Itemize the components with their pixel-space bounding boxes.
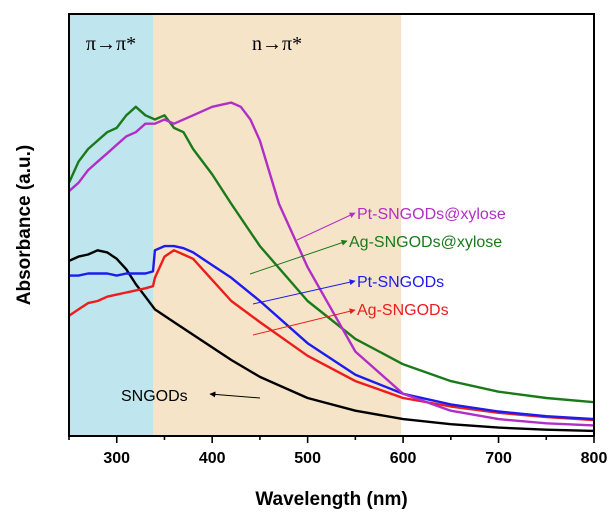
label-arrows <box>209 212 356 399</box>
x-tick-label: 700 <box>485 450 512 467</box>
region-label-1: n→π* <box>252 33 302 55</box>
label-arrow-0 <box>209 391 261 399</box>
region-band-1 <box>153 14 402 436</box>
series-label-1: Ag-SNGODs <box>357 302 449 319</box>
y-axis-label: Absorbance (a.u.) <box>14 145 35 305</box>
x-tick-label: 600 <box>390 450 417 467</box>
series-label-2: Pt-SNGODs <box>357 274 444 291</box>
series-line-0 <box>68 249 595 433</box>
x-tick-label: 300 <box>103 450 130 467</box>
series-label-0: SNGODs <box>121 388 188 405</box>
x-tick-label: 400 <box>199 450 226 467</box>
region-labels: π→π* n→π* <box>86 33 302 55</box>
region-bands <box>69 14 402 436</box>
series-labels: SNGODs Ag-SNGODs Pt-SNGODs Ag-SNGODs@xylose… <box>121 206 506 405</box>
x-tick-label: 800 <box>581 450 608 467</box>
x-axis-label: Wavelength (nm) <box>255 489 407 510</box>
region-band-0 <box>69 14 153 436</box>
label-arrow-1 <box>252 308 356 336</box>
label-arrow-4 <box>296 212 356 241</box>
plot-frame <box>68 13 595 437</box>
x-axis-ticks: 300 400 500 600 700 800 <box>68 436 608 467</box>
series-label-4: Pt-SNGODs@xylose <box>357 206 506 223</box>
label-arrow-3 <box>249 239 348 275</box>
region-label-0: π→π* <box>86 33 136 55</box>
series-line-3 <box>67 105 595 404</box>
series-lines <box>67 101 595 433</box>
label-arrow-2 <box>252 279 356 305</box>
series-line-4 <box>68 101 595 427</box>
x-tick-label: 500 <box>294 450 321 467</box>
series-label-3: Ag-SNGODs@xylose <box>349 234 502 251</box>
series-line-1 <box>68 249 595 422</box>
